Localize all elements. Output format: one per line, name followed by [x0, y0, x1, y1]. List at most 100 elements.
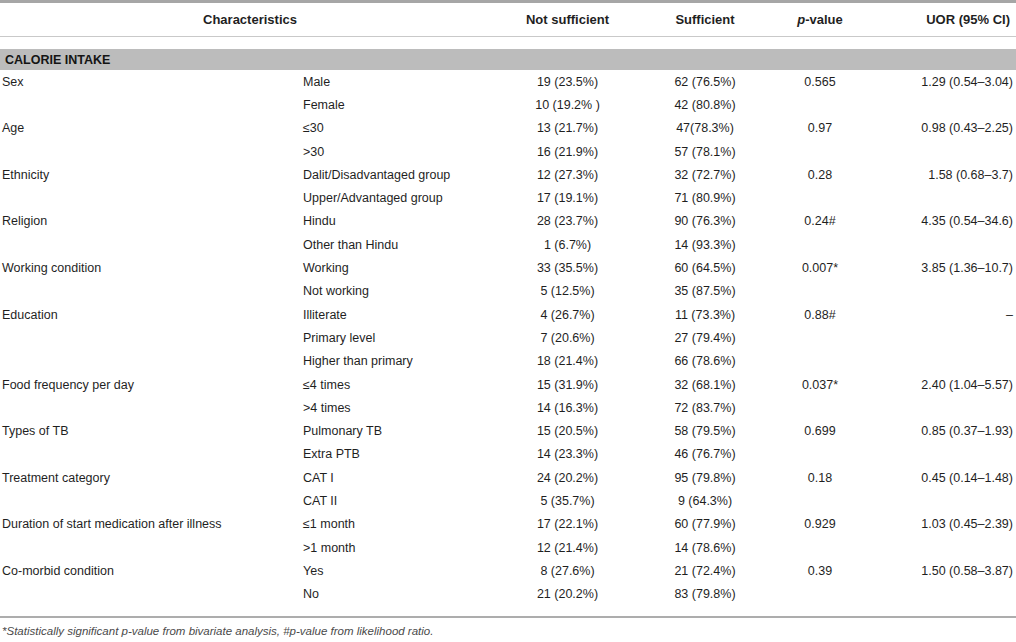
sufficient-cell: 72 (83.7%): [635, 401, 775, 415]
not-sufficient-cell: 24 (20.2%): [500, 471, 635, 485]
table-row: No 21 (20.2%) 83 (79.8%): [0, 583, 1016, 606]
category-cell: Hindu: [303, 214, 500, 228]
not-sufficient-cell: 10 (19.2% ): [500, 98, 635, 112]
category-cell: Other than Hindu: [303, 238, 500, 252]
table-row: Religion Hindu 28 (23.7%) 90 (76.3%) 0.2…: [0, 210, 1016, 233]
not-sufficient-cell: 16 (21.9%): [500, 145, 635, 159]
sufficient-cell: 46 (76.7%): [635, 447, 775, 461]
sufficient-cell: 58 (79.5%): [635, 424, 775, 438]
category-cell: Upper/Advantaged group: [303, 191, 500, 205]
sufficient-cell: 95 (79.8%): [635, 471, 775, 485]
not-sufficient-cell: 28 (23.7%): [500, 214, 635, 228]
not-sufficient-cell: 14 (23.3%): [500, 447, 635, 461]
uor-cell: 1.29 (0.54–3.04): [865, 75, 1016, 89]
category-cell: Female: [303, 98, 500, 112]
table-row: Age ≤30 13 (21.7%) 47(78.3%) 0.97 0.98 (…: [0, 117, 1016, 140]
section-title: CALORIE INTAKE: [5, 53, 110, 67]
category-cell: Pulmonary TB: [303, 424, 500, 438]
category-cell: Primary level: [303, 331, 500, 345]
sufficient-cell: 9 (64.3%): [635, 494, 775, 508]
characteristic-cell: Sex: [0, 75, 303, 89]
sufficient-cell: 90 (76.3%): [635, 214, 775, 228]
not-sufficient-cell: 8 (27.6%): [500, 564, 635, 578]
table-body: Sex Male 19 (23.5%) 62 (76.5%) 0.565 1.2…: [0, 70, 1016, 606]
not-sufficient-cell: 4 (26.7%): [500, 308, 635, 322]
header-characteristics: Characteristics: [0, 12, 500, 27]
category-cell: ≤4 times: [303, 378, 500, 392]
not-sufficient-cell: 15 (31.9%): [500, 378, 635, 392]
uor-cell: 0.98 (0.43–2.25): [865, 121, 1016, 135]
p-value-cell: 0.88#: [775, 308, 865, 322]
header-p-value: p-value: [775, 12, 865, 27]
not-sufficient-cell: 18 (21.4%): [500, 354, 635, 368]
characteristic-cell: Duration of start medication after illne…: [0, 517, 303, 531]
category-cell: Illiterate: [303, 308, 500, 322]
sufficient-cell: 14 (93.3%): [635, 238, 775, 252]
sufficient-cell: 42 (80.8%): [635, 98, 775, 112]
characteristic-cell: Treatment category: [0, 471, 303, 485]
characteristic-cell: Education: [0, 308, 303, 322]
table-row: >30 16 (21.9%) 57 (78.1%): [0, 140, 1016, 163]
header-p-value-suffix: -value: [805, 12, 843, 27]
section-band-calorie-intake: CALORIE INTAKE: [0, 49, 1016, 70]
table-row: >4 times 14 (16.3%) 72 (83.7%): [0, 396, 1016, 419]
table-row: Not working 5 (12.5%) 35 (87.5%): [0, 280, 1016, 303]
p-value-cell: 0.28: [775, 168, 865, 182]
not-sufficient-cell: 17 (22.1%): [500, 517, 635, 531]
characteristic-cell: Ethnicity: [0, 168, 303, 182]
sufficient-cell: 32 (68.1%): [635, 378, 775, 392]
sufficient-cell: 60 (64.5%): [635, 261, 775, 275]
table-row: CAT II 5 (35.7%) 9 (64.3%): [0, 489, 1016, 512]
table-bottom-rule: [0, 616, 1016, 618]
characteristic-cell: Religion: [0, 214, 303, 228]
category-cell: >4 times: [303, 401, 500, 415]
p-value-cell: 0.007*: [775, 261, 865, 275]
table-row: >1 month 12 (21.4%) 14 (78.6%): [0, 536, 1016, 559]
not-sufficient-cell: 19 (23.5%): [500, 75, 635, 89]
table-row: Female 10 (19.2% ) 42 (80.8%): [0, 93, 1016, 116]
category-cell: Not working: [303, 284, 500, 298]
sufficient-cell: 71 (80.9%): [635, 191, 775, 205]
category-cell: CAT I: [303, 471, 500, 485]
category-cell: Higher than primary: [303, 354, 500, 368]
not-sufficient-cell: 5 (35.7%): [500, 494, 635, 508]
table-row: Education Illiterate 4 (26.7%) 11 (73.3%…: [0, 303, 1016, 326]
category-cell: >1 month: [303, 541, 500, 555]
not-sufficient-cell: 15 (20.5%): [500, 424, 635, 438]
table-row: Treatment category CAT I 24 (20.2%) 95 (…: [0, 466, 1016, 489]
table-row: Ethnicity Dalit/Disadvantaged group 12 (…: [0, 163, 1016, 186]
table-row: Upper/Advantaged group 17 (19.1%) 71 (80…: [0, 186, 1016, 209]
category-cell: No: [303, 587, 500, 601]
not-sufficient-cell: 7 (20.6%): [500, 331, 635, 345]
table-row: Primary level 7 (20.6%) 27 (79.4%): [0, 326, 1016, 349]
p-value-cell: 0.037*: [775, 378, 865, 392]
p-value-cell: 0.97: [775, 121, 865, 135]
category-cell: CAT II: [303, 494, 500, 508]
uor-cell: –: [865, 308, 1016, 322]
sufficient-cell: 83 (79.8%): [635, 587, 775, 601]
table-row: Co-morbid condition Yes 8 (27.6%) 21 (72…: [0, 559, 1016, 582]
table-row: Food frequency per day ≤4 times 15 (31.9…: [0, 373, 1016, 396]
uor-cell: 4.35 (0.54–34.6): [865, 214, 1016, 228]
category-cell: Extra PTB: [303, 447, 500, 461]
not-sufficient-cell: 14 (16.3%): [500, 401, 635, 415]
not-sufficient-cell: 12 (27.3%): [500, 168, 635, 182]
p-value-cell: 0.18: [775, 471, 865, 485]
header-not-sufficient: Not sufficient: [500, 12, 635, 27]
sufficient-cell: 57 (78.1%): [635, 145, 775, 159]
not-sufficient-cell: 12 (21.4%): [500, 541, 635, 555]
category-cell: Male: [303, 75, 500, 89]
uor-cell: 0.45 (0.14–1.48): [865, 471, 1016, 485]
table-row: Duration of start medication after illne…: [0, 513, 1016, 536]
sufficient-cell: 32 (72.7%): [635, 168, 775, 182]
category-cell: Yes: [303, 564, 500, 578]
category-cell: Dalit/Disadvantaged group: [303, 168, 500, 182]
uor-cell: 1.50 (0.58–3.87): [865, 564, 1016, 578]
table-row: Other than Hindu 1 (6.7%) 14 (93.3%): [0, 233, 1016, 256]
characteristic-cell: Food frequency per day: [0, 378, 303, 392]
not-sufficient-cell: 21 (20.2%): [500, 587, 635, 601]
p-value-cell: 0.929: [775, 517, 865, 531]
not-sufficient-cell: 33 (35.5%): [500, 261, 635, 275]
p-value-cell: 0.565: [775, 75, 865, 89]
header-p-value-italic-p: p: [797, 12, 805, 27]
